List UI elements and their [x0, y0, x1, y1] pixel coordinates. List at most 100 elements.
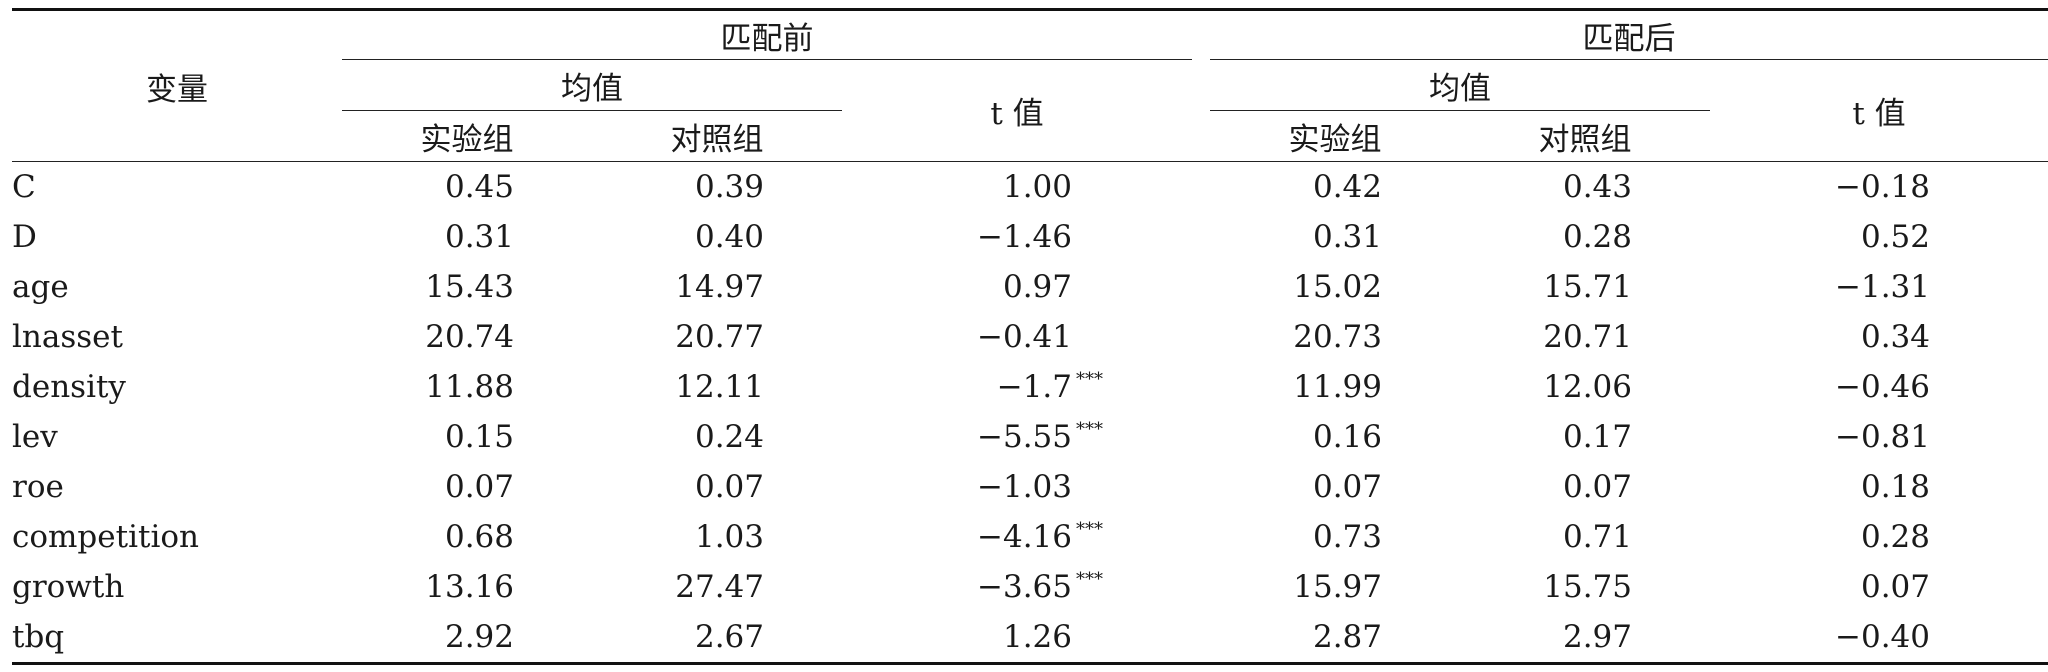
cell-after-control: 20.71: [1543, 319, 1632, 355]
cell-after-t: 0.07: [1860, 569, 1930, 605]
header-after-mean: 均值: [1210, 59, 1710, 111]
cell-variable: C: [12, 169, 36, 205]
cell-before-t-value: −0.41: [977, 319, 1072, 355]
cell-before-control: 2.67: [694, 619, 764, 655]
cell-after-t: 0.34: [1860, 319, 1930, 355]
cell-after-treatment: 2.87: [1312, 619, 1382, 655]
significance-stars: ***: [1076, 419, 1103, 440]
cell-before-t-value: −1.03: [977, 469, 1072, 505]
cell-before-t: 1.00: [842, 162, 1192, 213]
significance-stars: ***: [1076, 569, 1103, 590]
cell-before-control: 0.40: [694, 219, 764, 255]
cell-before-t-value: −1.46: [977, 219, 1072, 255]
cell-before-t-value: −5.55: [977, 419, 1072, 455]
table-row: lnasset 20.74 20.77 −0.41 20.73 20.71 0.34: [12, 312, 2048, 362]
cell-before-t: −5.55 ***: [842, 412, 1192, 462]
header-before-mean: 均值: [342, 59, 842, 111]
header-before-t: t 值: [990, 96, 1044, 132]
psm-balance-table: 变量 匹配前 匹配后 均值 t 值 均值 t 值 实验组 对照组 实验组 对照组…: [12, 8, 2048, 665]
cell-before-t-value: 0.97: [1002, 269, 1072, 305]
significance-stars: ***: [1076, 519, 1103, 540]
cell-after-treatment: 20.73: [1293, 319, 1382, 355]
cell-before-t-value: 1.00: [1002, 169, 1072, 205]
cell-after-control: 0.43: [1562, 169, 1632, 205]
header-after-treatment: 实验组: [1288, 121, 1382, 158]
cell-after-treatment: 0.73: [1312, 519, 1382, 555]
table-row: D 0.31 0.40 −1.46 0.31 0.28 0.52: [12, 212, 2048, 262]
cell-after-control: 0.71: [1562, 519, 1632, 555]
cell-after-t: −0.18: [1835, 169, 1930, 205]
table-body: C 0.45 0.39 1.00 0.42 0.43 −0.18 D 0.31 0.40 −1.46…: [12, 162, 2048, 664]
table-row: density 11.88 12.11 −1.7 *** 11.99 12.06 −0.46: [12, 362, 2048, 412]
header-before-treatment: 实验组: [420, 121, 514, 158]
cell-before-t: −1.7 ***: [842, 362, 1192, 412]
cell-before-t: −3.65 ***: [842, 562, 1192, 612]
cell-before-treatment: 15.43: [425, 269, 514, 305]
cell-variable: growth: [12, 569, 125, 605]
cell-before-t: −4.16 ***: [842, 512, 1192, 562]
header-before-control: 对照组: [670, 121, 764, 158]
cell-before-treatment: 11.88: [425, 369, 514, 405]
cell-variable: competition: [12, 519, 199, 555]
cell-variable: tbq: [12, 619, 65, 655]
cell-before-t-value: −3.65: [977, 569, 1072, 605]
cell-after-t: 0.52: [1860, 219, 1930, 255]
cell-variable: age: [12, 269, 69, 305]
cell-after-treatment: 0.42: [1312, 169, 1382, 205]
cell-variable: density: [12, 369, 126, 405]
cell-before-treatment: 0.31: [444, 219, 514, 255]
header-before-matching: 匹配前: [342, 9, 1192, 60]
cell-variable: lnasset: [12, 319, 123, 355]
cell-after-t: −0.46: [1835, 369, 1930, 405]
cell-before-t-value: 1.26: [1002, 619, 1072, 655]
cell-after-t: −1.31: [1835, 269, 1930, 305]
cell-variable: roe: [12, 469, 64, 505]
cell-after-control: 12.06: [1543, 369, 1632, 405]
table-row: competition 0.68 1.03 −4.16 *** 0.73 0.71 0.28: [12, 512, 2048, 562]
cell-before-control: 0.07: [694, 469, 764, 505]
cell-before-treatment: 20.74: [425, 319, 514, 355]
cell-after-control: 0.28: [1562, 219, 1632, 255]
cell-before-t: 0.97: [842, 262, 1192, 312]
cell-after-treatment: 15.02: [1293, 269, 1382, 305]
cell-before-control: 20.77: [675, 319, 764, 355]
table-row: lev 0.15 0.24 −5.55 *** 0.16 0.17 −0.81: [12, 412, 2048, 462]
significance-stars: ***: [1076, 369, 1103, 390]
cell-after-t: 0.28: [1860, 519, 1930, 555]
cell-before-treatment: 0.07: [444, 469, 514, 505]
cell-before-treatment: 0.45: [444, 169, 514, 205]
cell-before-control: 0.24: [694, 419, 764, 455]
cell-after-treatment: 0.07: [1312, 469, 1382, 505]
cell-after-control: 0.17: [1562, 419, 1632, 455]
cell-before-control: 1.03: [694, 519, 764, 555]
cell-after-t: −0.81: [1835, 419, 1930, 455]
table-row: tbq 2.92 2.67 1.26 2.87 2.97 −0.40: [12, 612, 2048, 664]
cell-before-t: 1.26: [842, 612, 1192, 664]
cell-after-t: −0.40: [1835, 619, 1930, 655]
cell-before-t: −1.46: [842, 212, 1192, 262]
cell-variable: D: [12, 219, 37, 255]
cell-before-control: 14.97: [675, 269, 764, 305]
cell-before-t: −1.03: [842, 462, 1192, 512]
cell-after-treatment: 0.31: [1312, 219, 1382, 255]
cell-variable: lev: [12, 419, 58, 455]
cell-before-t: −0.41: [842, 312, 1192, 362]
table-row: C 0.45 0.39 1.00 0.42 0.43 −0.18: [12, 162, 2048, 213]
header-after-t: t 值: [1852, 96, 1906, 132]
cell-after-control: 15.75: [1543, 569, 1632, 605]
header-after-matching: 匹配后: [1210, 9, 2048, 60]
cell-before-t-value: −4.16: [977, 519, 1072, 555]
cell-after-control: 15.71: [1543, 269, 1632, 305]
cell-before-treatment: 0.68: [444, 519, 514, 555]
cell-before-t-value: −1.7: [996, 369, 1072, 405]
cell-before-treatment: 2.92: [444, 619, 514, 655]
cell-before-treatment: 0.15: [444, 419, 514, 455]
header-after-control: 对照组: [1538, 121, 1632, 158]
header-variable: 变量: [146, 71, 208, 108]
cell-after-control: 2.97: [1562, 619, 1632, 655]
table-row: age 15.43 14.97 0.97 15.02 15.71 −1.31: [12, 262, 2048, 312]
cell-before-control: 12.11: [675, 369, 764, 405]
cell-before-treatment: 13.16: [425, 569, 514, 605]
cell-after-treatment: 15.97: [1293, 569, 1382, 605]
